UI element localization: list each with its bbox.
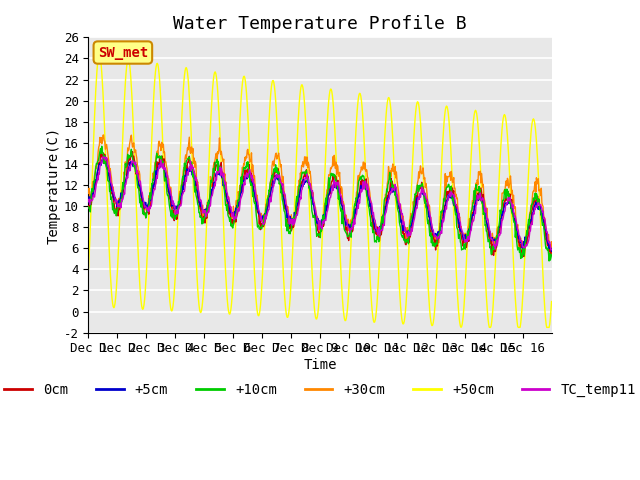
+5cm <box>225 199 232 205</box>
0cm <box>520 253 527 259</box>
+50cm <box>548 299 556 304</box>
TC_temp11 <box>99 154 107 160</box>
+10cm <box>248 180 255 186</box>
+30cm <box>547 251 555 257</box>
+5cm <box>394 199 401 205</box>
TC_temp11 <box>394 192 401 198</box>
+30cm <box>368 208 376 214</box>
+10cm <box>394 206 401 212</box>
0cm <box>84 203 92 209</box>
+30cm <box>265 192 273 198</box>
Line: +5cm: +5cm <box>88 160 552 251</box>
Line: +50cm: +50cm <box>88 55 552 327</box>
0cm <box>548 246 556 252</box>
+30cm <box>225 194 232 200</box>
TC_temp11 <box>547 247 555 253</box>
+30cm <box>84 191 92 196</box>
Title: Water Temperature Profile B: Water Temperature Profile B <box>173 15 467 33</box>
+10cm <box>84 204 92 210</box>
+50cm <box>225 308 232 314</box>
0cm <box>127 149 135 155</box>
0cm <box>368 214 376 219</box>
Line: +30cm: +30cm <box>88 135 552 254</box>
X-axis label: Time: Time <box>303 358 337 372</box>
+50cm <box>140 305 147 311</box>
+50cm <box>486 324 493 330</box>
Line: TC_temp11: TC_temp11 <box>88 157 552 250</box>
+5cm <box>140 198 147 204</box>
+10cm <box>548 252 556 258</box>
+50cm <box>394 247 401 252</box>
0cm <box>140 202 147 207</box>
+5cm <box>84 199 92 205</box>
Legend: 0cm, +5cm, +10cm, +30cm, +50cm, TC_temp11: 0cm, +5cm, +10cm, +30cm, +50cm, TC_temp1… <box>0 377 640 403</box>
Line: +10cm: +10cm <box>88 146 552 261</box>
+10cm <box>140 207 147 213</box>
TC_temp11 <box>140 197 147 203</box>
+30cm <box>248 150 255 156</box>
TC_temp11 <box>548 247 556 252</box>
+10cm <box>368 220 376 226</box>
Text: SW_met: SW_met <box>98 46 148 60</box>
+5cm <box>368 211 376 217</box>
Line: 0cm: 0cm <box>88 152 552 256</box>
+50cm <box>265 119 273 124</box>
+10cm <box>265 187 273 193</box>
+50cm <box>368 301 376 307</box>
0cm <box>248 170 255 176</box>
TC_temp11 <box>265 207 273 213</box>
+5cm <box>548 248 556 254</box>
TC_temp11 <box>84 198 92 204</box>
TC_temp11 <box>225 194 232 200</box>
0cm <box>265 195 273 201</box>
+50cm <box>84 266 92 272</box>
+50cm <box>95 52 103 58</box>
TC_temp11 <box>248 176 255 181</box>
TC_temp11 <box>368 200 376 206</box>
+10cm <box>225 214 232 220</box>
+10cm <box>98 144 106 149</box>
+5cm <box>265 194 273 200</box>
+50cm <box>248 199 255 204</box>
+5cm <box>99 157 107 163</box>
+30cm <box>100 132 108 138</box>
+5cm <box>248 179 255 185</box>
+30cm <box>140 204 147 210</box>
0cm <box>225 206 232 212</box>
+30cm <box>548 239 556 245</box>
+30cm <box>394 182 401 188</box>
0cm <box>394 197 401 203</box>
+10cm <box>545 258 553 264</box>
Y-axis label: Temperature(C): Temperature(C) <box>47 126 61 244</box>
